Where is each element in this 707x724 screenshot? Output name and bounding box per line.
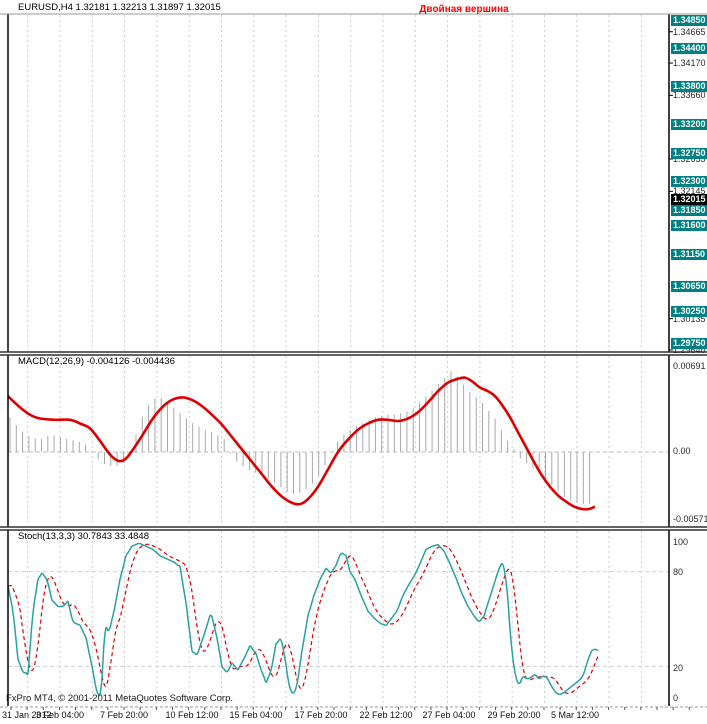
time-axis-label: 3 Feb 04:00 (35, 710, 85, 720)
price-level-label: 1.31850 (671, 205, 707, 216)
price-level-label: 1.31150 (671, 249, 707, 260)
price-level-label: 1.31600 (671, 220, 707, 231)
stoch-axis-tick: 80 (673, 567, 684, 577)
price-level-label: 1.33200 (671, 119, 707, 130)
price-level-label: 1.30250 (671, 306, 707, 317)
price-level-label: 1.29750 (671, 338, 707, 349)
macd-indicator-label: MACD(12,26,9) -0.004126 -0.004436 (18, 356, 175, 367)
price-axis-tick: 1.30135 (673, 314, 706, 324)
price-axis-tick: 1.32145 (673, 186, 706, 196)
price-axis-tick: 1.34170 (673, 58, 706, 68)
time-axis-label: 22 Feb 12:00 (359, 710, 413, 720)
price-level-label: 1.34400 (671, 43, 707, 54)
macd-axis-tick: 0.00 (673, 446, 691, 456)
time-axis-label: 15 Feb 04:00 (229, 710, 283, 720)
time-axis-label: 27 Feb 04:00 (422, 710, 476, 720)
price-level-label: 1.30650 (671, 281, 707, 292)
price-axis-tick: 1.29640 (673, 345, 706, 355)
stoch-indicator-label: Stoch(13,3,3) 30.7843 33.4848 (18, 531, 149, 542)
platform-copyright: FxPro MT4, © 2001-2011 MetaQuotes Softwa… (6, 693, 234, 704)
stoch-axis-tick: 20 (673, 663, 684, 673)
time-axis-label: 31 Jan 2012 (2, 710, 52, 720)
macd-axis-tick: -0.00571 (673, 514, 707, 524)
price-level-label: 1.34850 (671, 15, 707, 26)
double-top-annotation: Двойная вершина (419, 4, 509, 15)
time-axis-label: 10 Feb 12:00 (165, 710, 219, 720)
time-axis-label: 7 Feb 20:00 (99, 710, 149, 720)
price-level-label: 1.32300 (671, 176, 707, 187)
stoch-axis-tick: 0 (673, 693, 679, 703)
current-price-label: 1.32015 (671, 194, 707, 205)
price-axis-tick: 1.32655 (673, 154, 706, 164)
stoch-axis-tick: 100 (673, 537, 689, 547)
price-level-label: 1.33800 (671, 81, 707, 92)
price-level-label: 1.32750 (671, 148, 707, 159)
price-axis-tick: 1.34665 (673, 27, 706, 37)
macd-axis-tick: 0.00691 (673, 361, 706, 371)
time-axis-label: 29 Feb 20:00 (487, 710, 541, 720)
price-axis-tick: 1.33660 (673, 90, 706, 100)
time-axis-label: 17 Feb 20:00 (294, 710, 348, 720)
chart-header-ohlc: EURUSD,H4 1.32181 1.32213 1.31897 1.3201… (18, 2, 221, 13)
time-axis-label: 5 Mar 12:00 (550, 710, 600, 720)
